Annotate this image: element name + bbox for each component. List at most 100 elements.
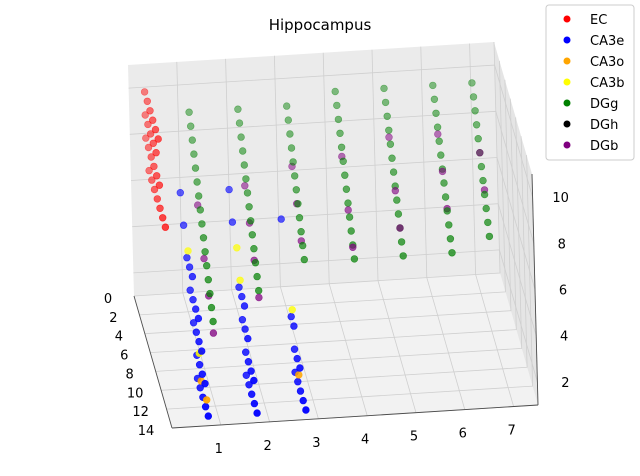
- point-dgg: [389, 168, 398, 176]
- point-dgg: [204, 276, 213, 284]
- point-dgg: [198, 220, 206, 228]
- point-ca3e: [293, 354, 301, 363]
- point-ca3e: [238, 316, 247, 324]
- y-axis-line: [133, 295, 173, 429]
- point-ca3e: [198, 370, 207, 378]
- point-dgb: [209, 329, 218, 337]
- legend-marker-dgg: [563, 99, 571, 107]
- point-dgg: [341, 171, 349, 179]
- point-dgg: [469, 93, 478, 101]
- point-dgb: [391, 187, 399, 195]
- point-dgb: [344, 206, 352, 214]
- point-ec: [143, 97, 152, 106]
- legend-label-ec: EC: [590, 13, 607, 28]
- floor-pane: [134, 273, 538, 428]
- point-ca3e: [287, 312, 295, 321]
- point-ca3e: [242, 348, 250, 356]
- point-dgg: [477, 162, 486, 171]
- point-ca3e: [201, 379, 209, 388]
- point-dgg: [245, 203, 253, 211]
- axes-lines: [133, 173, 539, 429]
- point-dgg: [344, 199, 352, 207]
- point-dgg: [385, 126, 393, 135]
- z-tick-label: 4: [560, 330, 568, 345]
- point-ca3e: [228, 218, 237, 226]
- point-dgg: [383, 112, 391, 121]
- point-dgg: [297, 228, 305, 236]
- point-dgg: [295, 214, 304, 222]
- point-ec: [156, 204, 164, 213]
- legend-marker-ca3b: [563, 78, 571, 86]
- point-dgg: [283, 102, 291, 110]
- point-dgg: [286, 130, 294, 138]
- legend-marker-dgb: [563, 141, 571, 149]
- point-ca3e: [179, 221, 188, 229]
- point-dgg: [201, 248, 209, 256]
- point-dgg: [247, 217, 255, 225]
- point-ca3e: [183, 254, 191, 262]
- point-ca3e: [194, 314, 203, 323]
- point-dgg: [388, 154, 396, 162]
- y-tick-label: 8: [126, 367, 134, 382]
- point-ec: [146, 107, 154, 115]
- data-points: [140, 79, 494, 420]
- point-dgg: [435, 137, 443, 145]
- point-dgg: [287, 144, 296, 152]
- y-tick-label: 0: [104, 292, 112, 307]
- legend-marker-ec: [563, 15, 571, 23]
- point-dgg: [472, 121, 481, 129]
- point-dgg: [347, 227, 355, 235]
- point-ca3e: [195, 361, 204, 369]
- point-ec: [154, 135, 162, 143]
- point-ec: [145, 166, 153, 175]
- point-dgb: [200, 254, 208, 263]
- y-tick-label: 10: [127, 386, 144, 401]
- point-dgg: [432, 109, 440, 118]
- point-ec: [159, 214, 167, 222]
- point-ca3e: [204, 412, 213, 420]
- point-ec: [150, 185, 159, 194]
- legend-label-dgg: DGg: [590, 97, 618, 112]
- point-ca3e: [250, 399, 259, 408]
- point-ca3e: [302, 406, 310, 414]
- point-dgg: [240, 161, 249, 169]
- point-ca3e: [176, 189, 185, 197]
- point-dgg: [248, 231, 257, 239]
- point-ca3e: [242, 371, 251, 379]
- point-dgg: [429, 81, 437, 90]
- x-axis-line: [171, 404, 539, 429]
- point-dgg: [345, 213, 354, 221]
- point-dgg: [443, 207, 451, 215]
- chart-title: Hippocampus: [269, 16, 372, 34]
- point-ec: [152, 149, 160, 157]
- point-ca3e: [195, 337, 203, 346]
- point-dgg: [207, 303, 216, 312]
- point-ec: [155, 181, 164, 189]
- point-ec: [142, 134, 150, 142]
- point-dgg: [199, 234, 208, 242]
- point-dgg: [206, 289, 214, 298]
- point-dgg: [430, 95, 439, 104]
- legend-label-dgh: DGh: [590, 118, 618, 133]
- z-tick-label: 8: [558, 237, 566, 252]
- z-gridline: [129, 110, 535, 244]
- point-dgg: [193, 178, 201, 186]
- point-dgg: [190, 150, 198, 158]
- point-dgg: [291, 172, 299, 180]
- point-ca3o: [295, 371, 303, 379]
- point-ca3e: [296, 387, 305, 395]
- point-dgg: [471, 107, 479, 115]
- point-ec: [148, 176, 156, 184]
- point-ca3e: [225, 185, 233, 194]
- point-ca3e: [245, 381, 253, 389]
- x-tick-label: 5: [410, 430, 418, 445]
- point-dgg: [195, 192, 203, 200]
- point-dgb: [476, 149, 484, 157]
- point-ca3e: [240, 302, 249, 310]
- point-ca3e: [290, 322, 298, 330]
- point-ca3e: [238, 292, 246, 301]
- point-ca3e: [244, 334, 252, 343]
- point-dgg: [185, 108, 193, 116]
- x-tick-label: 1: [215, 442, 223, 457]
